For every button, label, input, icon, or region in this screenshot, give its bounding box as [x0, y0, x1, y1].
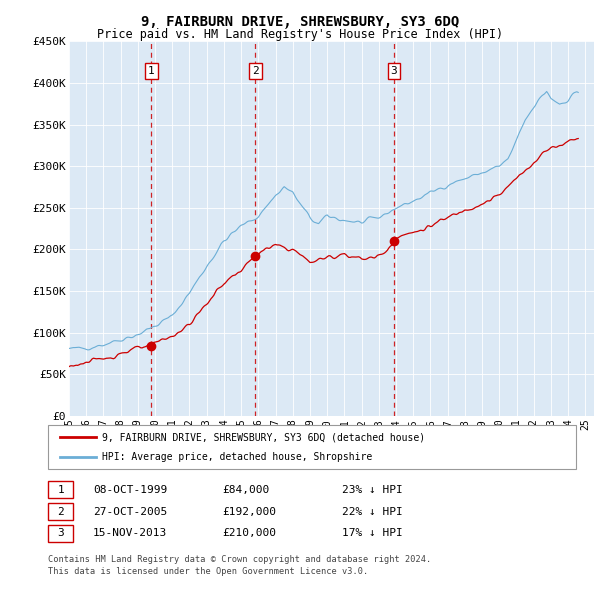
Text: 2: 2 — [57, 507, 64, 516]
Text: 9, FAIRBURN DRIVE, SHREWSBURY, SY3 6DQ: 9, FAIRBURN DRIVE, SHREWSBURY, SY3 6DQ — [141, 15, 459, 29]
Text: £192,000: £192,000 — [222, 507, 276, 516]
Text: 1: 1 — [148, 66, 155, 76]
Text: Price paid vs. HM Land Registry's House Price Index (HPI): Price paid vs. HM Land Registry's House … — [97, 28, 503, 41]
Text: HPI: Average price, detached house, Shropshire: HPI: Average price, detached house, Shro… — [102, 452, 372, 461]
Text: £210,000: £210,000 — [222, 529, 276, 538]
Text: 1: 1 — [57, 485, 64, 494]
Text: £84,000: £84,000 — [222, 485, 269, 494]
Text: 15-NOV-2013: 15-NOV-2013 — [93, 529, 167, 538]
Text: 2: 2 — [252, 66, 259, 76]
Text: 3: 3 — [391, 66, 397, 76]
Text: 08-OCT-1999: 08-OCT-1999 — [93, 485, 167, 494]
Text: Contains HM Land Registry data © Crown copyright and database right 2024.: Contains HM Land Registry data © Crown c… — [48, 555, 431, 564]
Text: This data is licensed under the Open Government Licence v3.0.: This data is licensed under the Open Gov… — [48, 566, 368, 576]
Text: 17% ↓ HPI: 17% ↓ HPI — [342, 529, 403, 538]
Text: 23% ↓ HPI: 23% ↓ HPI — [342, 485, 403, 494]
Text: 27-OCT-2005: 27-OCT-2005 — [93, 507, 167, 516]
Text: 3: 3 — [57, 529, 64, 538]
Text: 9, FAIRBURN DRIVE, SHREWSBURY, SY3 6DQ (detached house): 9, FAIRBURN DRIVE, SHREWSBURY, SY3 6DQ (… — [102, 432, 425, 442]
Text: 22% ↓ HPI: 22% ↓ HPI — [342, 507, 403, 516]
